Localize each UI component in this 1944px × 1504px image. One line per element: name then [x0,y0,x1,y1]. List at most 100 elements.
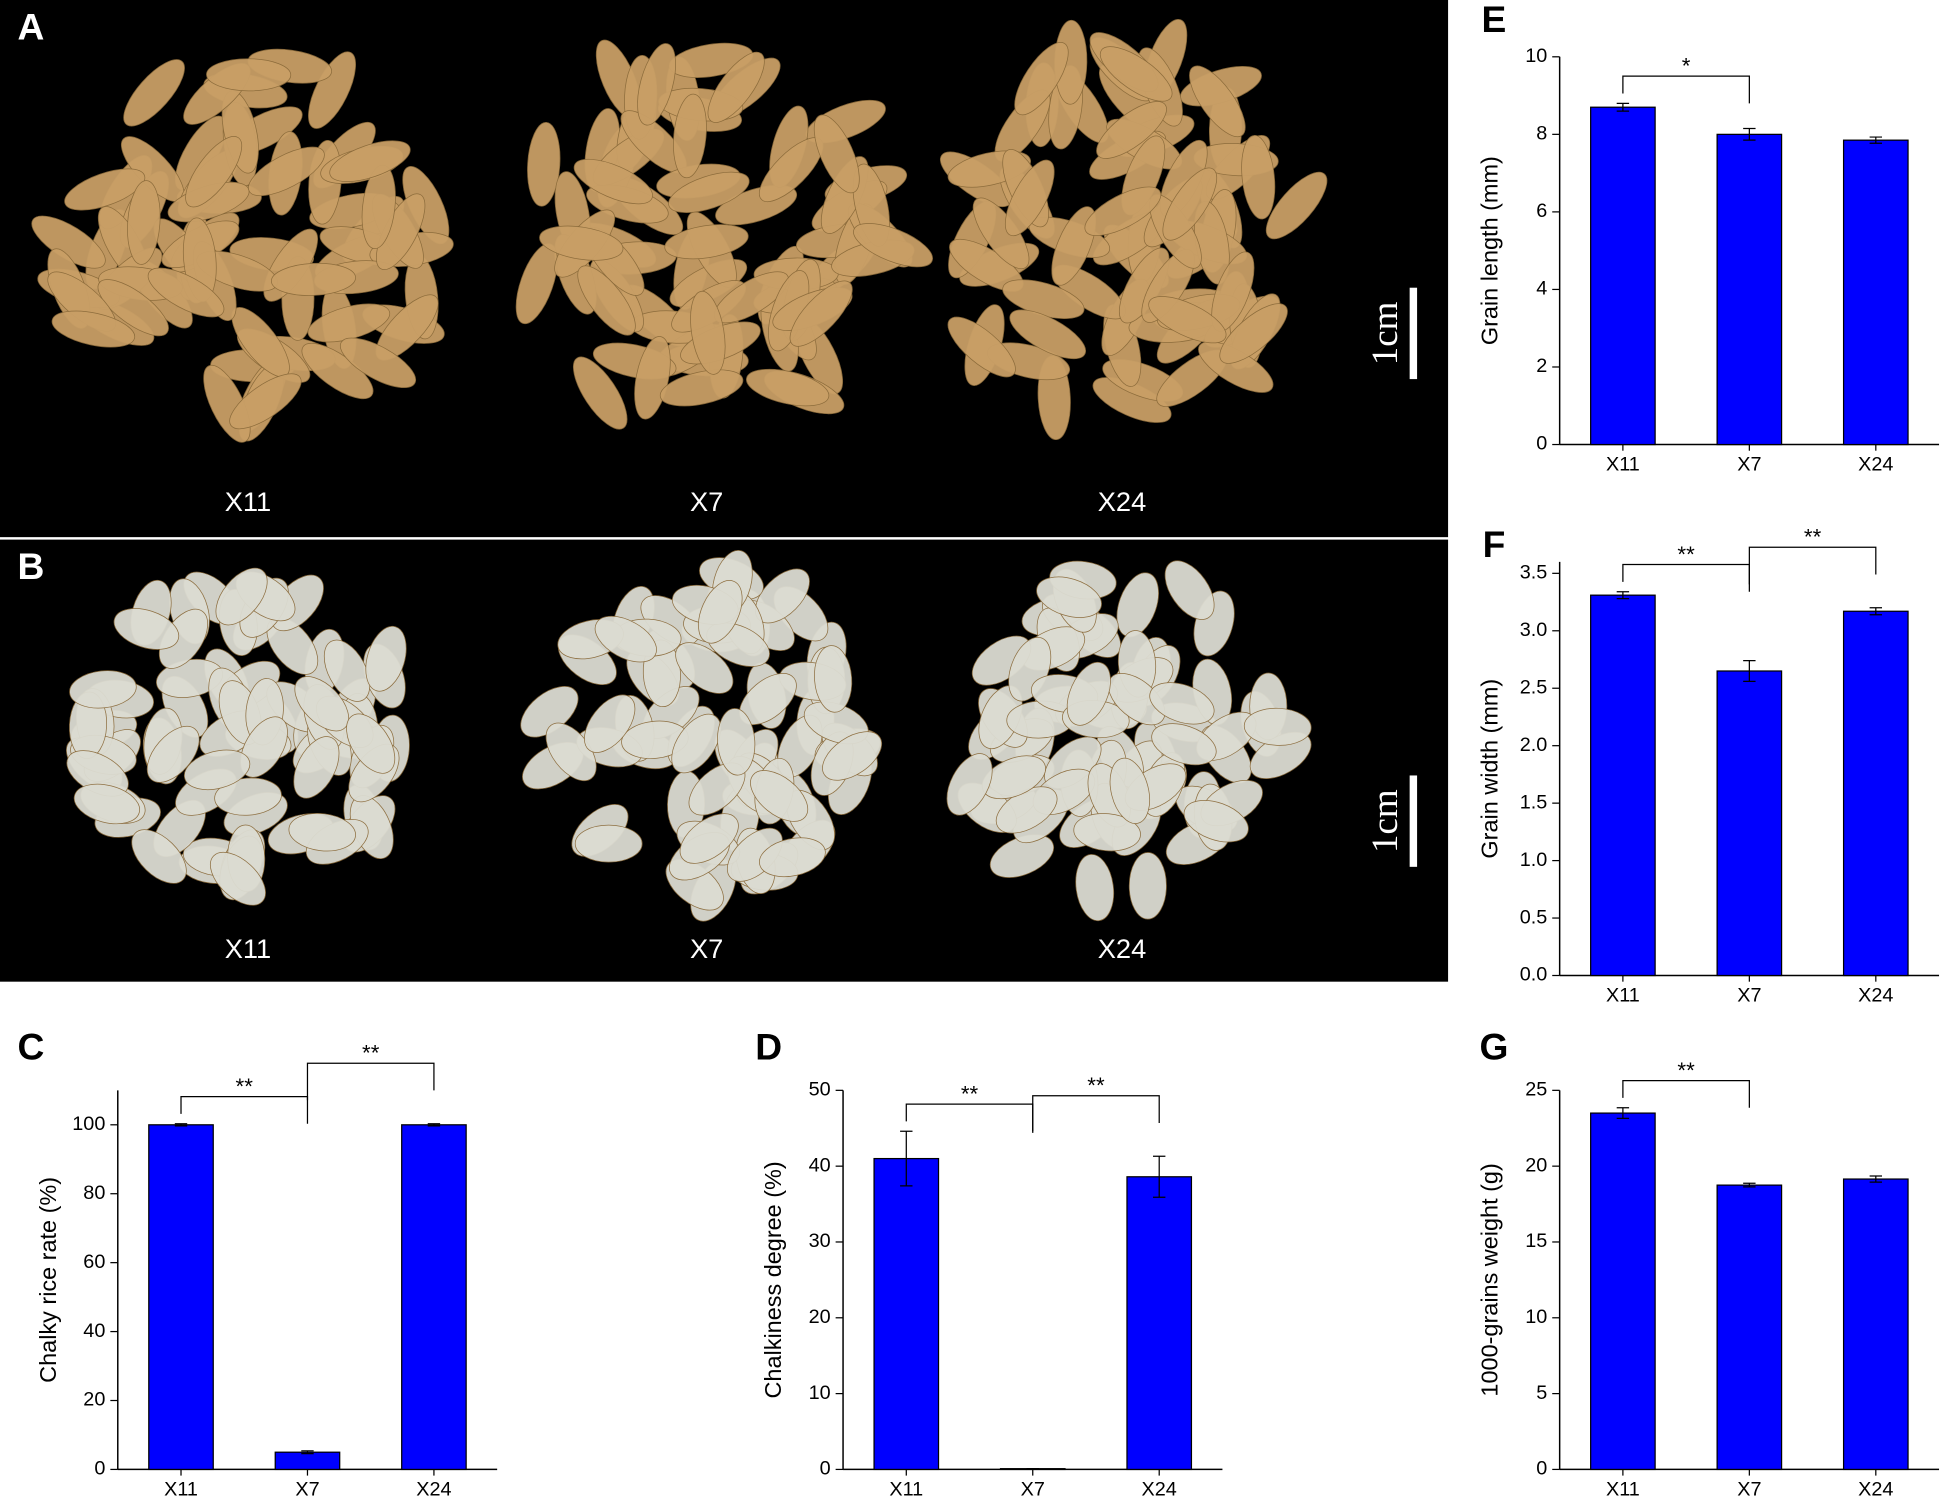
grain [574,824,643,863]
y-axis-label: Chalkiness degree (%) [760,1161,786,1398]
y-tick-label: 4 [1536,278,1547,300]
y-tick-label: 1.0 [1520,849,1548,871]
x-tick-label: X7 [1737,1479,1761,1501]
grain [97,279,169,337]
grain [673,93,707,179]
y-tick-label: 40 [83,1320,105,1342]
grain [339,337,417,389]
grain [185,136,243,208]
grain [206,58,292,92]
error-bar [1616,102,1630,112]
grain [717,708,756,776]
y-tick-label: 0 [820,1458,831,1480]
sample-label: X11 [225,486,272,517]
y-tick-label: 0.0 [1520,964,1548,986]
grain [1036,576,1102,618]
panel-letter: B [18,545,45,587]
grain [539,225,624,261]
x-tick-label: X7 [1021,1479,1045,1501]
grain [1128,852,1167,920]
grain [1066,662,1111,726]
bar [1716,670,1783,977]
grain [365,625,407,692]
grain [51,310,136,348]
grain [947,316,1016,378]
grain [573,356,628,430]
grain [308,51,356,129]
y-tick-label: 2 [1536,355,1547,377]
grain [759,837,826,878]
grain [183,749,251,791]
error-bar [1743,127,1756,141]
x-tick-label: X11 [1606,1479,1640,1501]
grain [1189,65,1246,138]
grain [146,725,200,783]
grain [814,645,853,713]
x-tick-label: X11 [1606,985,1640,1007]
grain [813,114,860,194]
error-bar [427,1123,441,1127]
y-tick-label: 20 [809,1306,831,1328]
grain [1243,707,1312,746]
grain [750,770,809,822]
sample-label: X11 [225,933,272,964]
significance-bracket [1032,1095,1160,1133]
y-tick-label: 30 [809,1230,831,1252]
y-tick-label: 10 [1525,1306,1547,1328]
y-tick-label: 25 [1525,1079,1547,1101]
grain [690,290,726,375]
x-tick-label: X24 [1858,985,1893,1007]
grain [215,567,268,626]
sample-label: X24 [1098,933,1147,964]
grain [147,267,225,318]
y-tick-label: 2.5 [1520,676,1548,698]
grain [664,224,749,260]
grain [229,373,302,430]
scale-bar [1409,775,1418,867]
y-tick-label: 3.5 [1520,562,1548,584]
bar [1716,1184,1783,1471]
grain [1014,42,1069,116]
grain [584,694,636,753]
x-tick-label: X11 [889,1479,923,1501]
grain [789,280,853,347]
bar [148,1124,214,1471]
y-tick-label: 8 [1536,123,1547,145]
grain [113,608,180,650]
grain [1164,560,1215,620]
grain [1151,723,1217,766]
x-tick-label: X7 [1737,985,1761,1007]
error-bar [1869,1175,1883,1183]
grain [1162,167,1218,241]
grain [594,615,657,663]
y-tick-label: 40 [809,1154,831,1176]
grain [73,783,140,825]
grain [294,676,350,732]
grain [323,639,371,702]
significance-label: ** [1677,1058,1695,1083]
y-tick-label: 3.0 [1520,619,1548,641]
bar [1590,106,1656,446]
error-bar [900,1130,913,1187]
grain [1183,800,1249,843]
grain [270,262,356,296]
grain [346,713,396,774]
x-tick-label: X11 [164,1479,198,1501]
bar [873,1157,940,1471]
grain [707,51,765,123]
y-tick-label: 0 [1536,433,1547,455]
sample-label: X7 [690,486,723,517]
significance-label: ** [1087,1073,1105,1098]
y-axis-label: Grain length (mm) [1477,156,1503,345]
significance-bracket [306,1062,435,1101]
grain [1241,135,1276,220]
y-tick-label: 60 [83,1251,105,1273]
bar [274,1451,341,1471]
grain [746,368,830,407]
significance-bracket [1748,546,1877,585]
grain [131,829,187,884]
panel-letter: A [18,5,45,47]
grain [214,777,282,816]
scale-label: 1cm [1365,789,1406,853]
